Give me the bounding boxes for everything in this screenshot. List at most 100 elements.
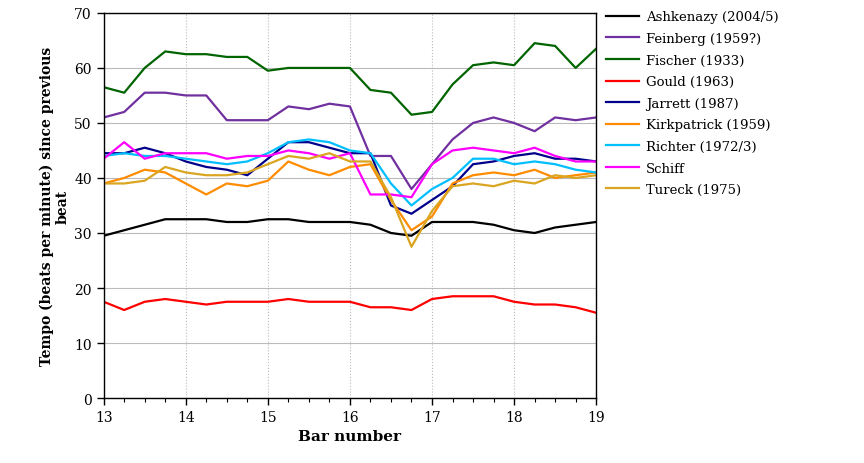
Tureck (1975) [283, 154, 294, 159]
Fischer (1933) [98, 85, 109, 91]
Ashkenazy (2004/5) [530, 231, 540, 236]
Jarrett (1987) [304, 140, 314, 146]
Line: Tureck (1975): Tureck (1975) [104, 154, 596, 247]
Ashkenazy (2004/5) [181, 217, 191, 223]
Fischer (1933) [509, 63, 519, 69]
Schiff [509, 151, 519, 156]
Jarrett (1987) [263, 156, 273, 162]
Fischer (1933) [283, 66, 294, 72]
Line: Jarrett (1987): Jarrett (1987) [104, 143, 596, 214]
Schiff [324, 156, 334, 162]
Jarrett (1987) [550, 156, 560, 162]
Feinberg (1959?) [345, 105, 355, 110]
Richter (1972/3) [283, 140, 294, 146]
Gould (1963) [427, 297, 437, 302]
Fischer (1933) [222, 55, 232, 61]
Feinberg (1959?) [427, 162, 437, 168]
Feinberg (1959?) [283, 105, 294, 110]
Schiff [139, 156, 149, 162]
Gould (1963) [591, 310, 601, 316]
Feinberg (1959?) [406, 187, 416, 192]
Schiff [530, 145, 540, 151]
Feinberg (1959?) [98, 115, 109, 121]
Ashkenazy (2004/5) [98, 233, 109, 239]
Richter (1972/3) [509, 162, 519, 168]
Jarrett (1987) [570, 156, 581, 162]
Gould (1963) [98, 299, 109, 305]
Kirkpatrick (1959) [448, 181, 458, 187]
Feinberg (1959?) [139, 91, 149, 96]
Richter (1972/3) [345, 148, 355, 154]
Gould (1963) [448, 294, 458, 300]
Schiff [263, 154, 273, 159]
Feinberg (1959?) [365, 154, 376, 159]
Tureck (1975) [222, 173, 232, 179]
Jarrett (1987) [488, 159, 499, 165]
Gould (1963) [222, 299, 232, 305]
Kirkpatrick (1959) [406, 228, 416, 233]
Tureck (1975) [160, 165, 170, 170]
Jarrett (1987) [242, 173, 252, 179]
Richter (1972/3) [385, 181, 396, 187]
Line: Richter (1972/3): Richter (1972/3) [104, 140, 596, 206]
Gould (1963) [467, 294, 478, 300]
Fischer (1933) [304, 66, 314, 72]
Kirkpatrick (1959) [263, 179, 273, 184]
Richter (1972/3) [181, 156, 191, 162]
Kirkpatrick (1959) [385, 198, 396, 203]
Fischer (1933) [324, 66, 334, 72]
Tureck (1975) [139, 179, 149, 184]
Fischer (1933) [591, 47, 601, 52]
Tureck (1975) [467, 181, 478, 187]
Ashkenazy (2004/5) [222, 220, 232, 225]
Schiff [242, 154, 252, 159]
Jarrett (1987) [530, 151, 540, 156]
Kirkpatrick (1959) [222, 181, 232, 187]
Tureck (1975) [530, 181, 540, 187]
Gould (1963) [509, 299, 519, 305]
Gould (1963) [201, 302, 212, 307]
Tureck (1975) [550, 173, 560, 179]
Gould (1963) [324, 299, 334, 305]
Kirkpatrick (1959) [98, 181, 109, 187]
Richter (1972/3) [591, 170, 601, 176]
Kirkpatrick (1959) [201, 192, 212, 198]
Gould (1963) [181, 299, 191, 305]
Line: Feinberg (1959?): Feinberg (1959?) [104, 94, 596, 189]
Kirkpatrick (1959) [324, 173, 334, 179]
Tureck (1975) [324, 151, 334, 156]
Jarrett (1987) [324, 145, 334, 151]
Richter (1972/3) [201, 159, 212, 165]
Schiff [591, 159, 601, 165]
Fischer (1933) [365, 88, 376, 94]
Schiff [345, 151, 355, 156]
Legend: Ashkenazy (2004/5), Feinberg (1959?), Fischer (1933), Gould (1963), Jarrett (198: Ashkenazy (2004/5), Feinberg (1959?), Fi… [601, 6, 784, 202]
Ashkenazy (2004/5) [448, 220, 458, 225]
Feinberg (1959?) [201, 94, 212, 99]
Tureck (1975) [488, 184, 499, 190]
Feinberg (1959?) [222, 118, 232, 124]
Kirkpatrick (1959) [550, 176, 560, 181]
Jarrett (1987) [365, 151, 376, 156]
Fischer (1933) [550, 44, 560, 50]
Ashkenazy (2004/5) [406, 233, 416, 239]
Fischer (1933) [427, 110, 437, 115]
Gould (1963) [242, 299, 252, 305]
Ashkenazy (2004/5) [365, 223, 376, 228]
Fischer (1933) [406, 113, 416, 118]
Feinberg (1959?) [488, 115, 499, 121]
Schiff [304, 151, 314, 156]
Line: Ashkenazy (2004/5): Ashkenazy (2004/5) [104, 220, 596, 236]
Kirkpatrick (1959) [591, 170, 601, 176]
Kirkpatrick (1959) [345, 165, 355, 170]
Fischer (1933) [119, 91, 130, 96]
Jarrett (1987) [160, 151, 170, 156]
Ashkenazy (2004/5) [509, 228, 519, 233]
Tureck (1975) [385, 195, 396, 200]
Richter (1972/3) [119, 151, 130, 156]
Ashkenazy (2004/5) [119, 228, 130, 233]
Jarrett (1987) [283, 140, 294, 146]
Tureck (1975) [427, 209, 437, 214]
Fischer (1933) [467, 63, 478, 69]
Kirkpatrick (1959) [570, 173, 581, 179]
